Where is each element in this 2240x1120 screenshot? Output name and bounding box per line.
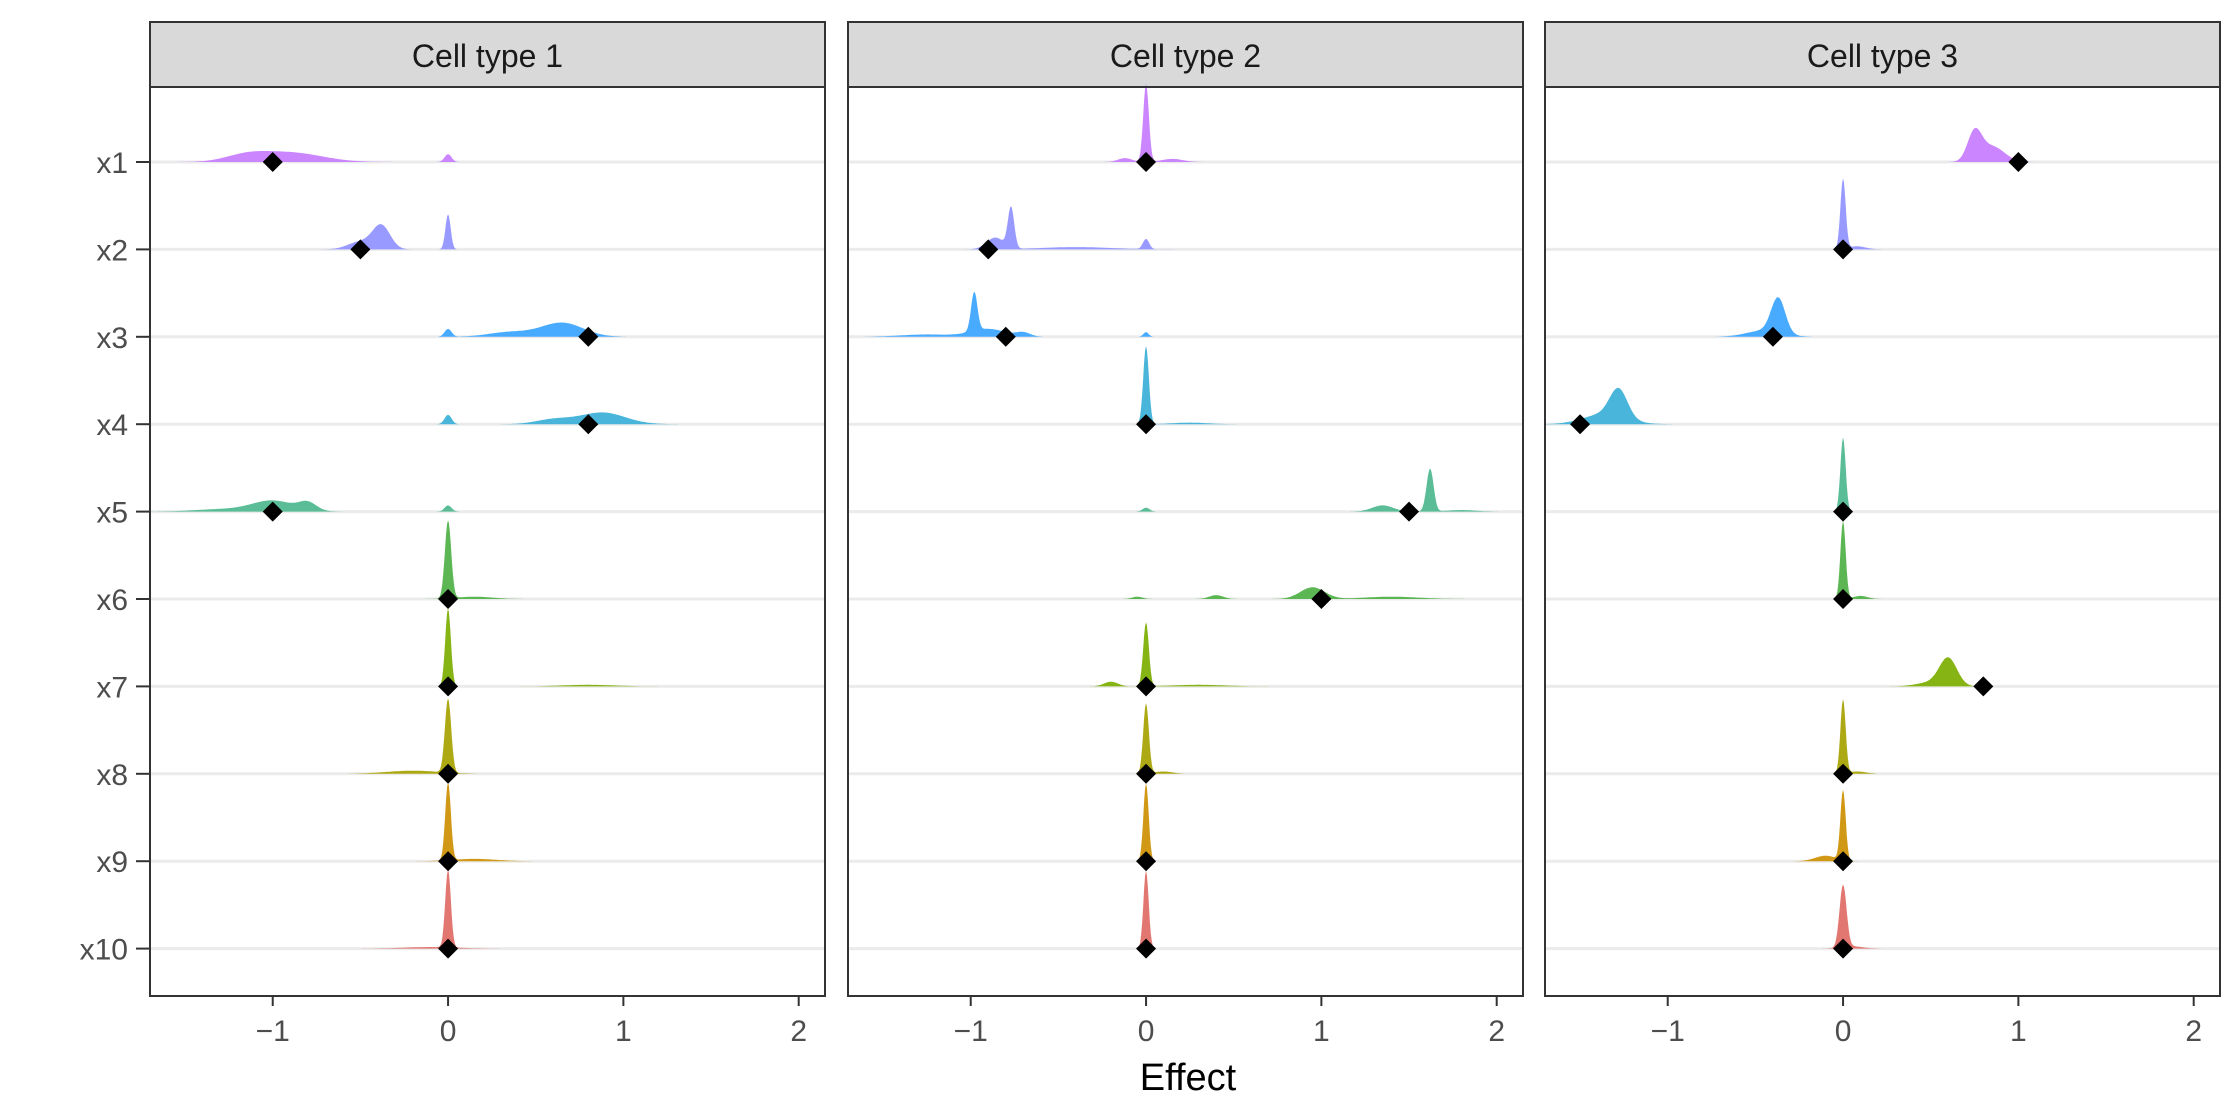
true-value-marker-x1	[2008, 152, 2029, 172]
true-value-marker-x5	[1833, 501, 1854, 522]
true-value-marker-x5	[262, 501, 283, 522]
density-ridge-x7	[1545, 657, 2220, 687]
density-ridge-x4	[150, 412, 825, 425]
facet-panel-2: Cell type 2 −1 0 1 2	[847, 21, 1524, 1048]
true-value-marker-x10	[438, 938, 459, 959]
density-ridge-x5	[1545, 437, 2220, 512]
y-tick-label-x2: x2	[96, 234, 128, 267]
true-value-marker-x4	[1136, 414, 1157, 435]
density-ridge-x3	[1545, 297, 2220, 337]
density-ridge-x4	[848, 346, 1523, 425]
panel-border	[149, 86, 826, 997]
density-ridge-x8	[150, 698, 825, 774]
x-tick-label: 0	[440, 1015, 457, 1048]
density-ridge-x9	[150, 782, 825, 862]
facet-strip	[149, 21, 826, 88]
true-value-marker-x7	[1973, 676, 1994, 697]
density-ridge-x7	[848, 622, 1523, 687]
x-tick-label: 2	[790, 1015, 807, 1048]
true-value-marker-x2	[350, 239, 371, 260]
y-tick-label-x10: x10	[80, 934, 128, 967]
x-tick-label: 1	[615, 1015, 632, 1048]
facet-strip-label: Cell type 2	[1110, 38, 1261, 74]
panel-border	[1544, 86, 2221, 997]
true-value-marker-x9	[438, 851, 459, 872]
facet-panel-1: Cell type 1 −1 0 1 2	[149, 21, 826, 1048]
true-value-marker-x7	[1136, 676, 1157, 697]
density-ridge-x9	[848, 783, 1523, 862]
true-value-marker-x3	[578, 326, 599, 347]
x-tick-label: 0	[1835, 1015, 1852, 1048]
y-tick-label-x8: x8	[96, 759, 128, 792]
true-value-marker-x10	[1136, 938, 1157, 959]
y-tick-label-x7: x7	[96, 671, 128, 704]
density-ridge-x6	[150, 520, 825, 599]
panel-border	[847, 86, 1524, 997]
true-value-marker-x4	[578, 414, 599, 435]
x-tick-label: −1	[954, 1015, 988, 1048]
x-tick-label: 2	[2185, 1015, 2202, 1048]
y-tick-label-x3: x3	[96, 322, 128, 355]
true-value-marker-x8	[1833, 763, 1854, 784]
true-value-marker-x1	[262, 152, 283, 172]
y-axis: x1 x2 x3 x4 x5 x6 x7 x8 x9 x10	[80, 147, 150, 967]
density-ridge-x3	[150, 322, 825, 337]
x-axis-title: Effect	[1140, 1057, 1237, 1099]
facet-strip	[847, 21, 1524, 88]
true-value-marker-x1	[1136, 152, 1157, 172]
facet-strip-label: Cell type 3	[1807, 38, 1958, 74]
density-ridge-x4	[1545, 387, 2220, 425]
facet-strip-label: Cell type 1	[412, 38, 563, 74]
density-ridge-x9	[1545, 789, 2220, 862]
true-value-marker-x9	[1833, 851, 1854, 872]
x-tick-label: 2	[1488, 1015, 1505, 1048]
true-value-marker-x10	[1833, 938, 1854, 959]
true-value-marker-x2	[978, 239, 999, 260]
true-value-marker-x8	[1136, 763, 1157, 784]
true-value-marker-x3	[1762, 326, 1783, 347]
density-ridge-x1	[150, 151, 825, 162]
density-ridge-x7	[150, 608, 825, 687]
true-value-marker-x2	[1833, 239, 1854, 260]
true-value-marker-x5	[1399, 501, 1420, 522]
y-tick-label-x9: x9	[96, 846, 128, 879]
true-value-marker-x8	[438, 763, 459, 784]
density-ridge-x3	[848, 291, 1523, 337]
density-ridge-x6	[1545, 520, 2220, 599]
x-tick-label: −1	[256, 1015, 290, 1048]
true-value-marker-x6	[1311, 589, 1332, 609]
x-tick-label: 1	[1313, 1015, 1330, 1048]
x-tick-label: 1	[2010, 1015, 2027, 1048]
density-ridge-x1	[848, 83, 1523, 162]
density-ridge-x2	[150, 214, 825, 250]
facet-strip	[1544, 21, 2221, 88]
true-value-marker-x3	[995, 326, 1016, 347]
density-ridge-x8	[1545, 699, 2220, 774]
density-ridge-x2	[1545, 178, 2220, 250]
density-ridge-x5	[848, 468, 1523, 512]
density-ridge-x10	[1545, 884, 2220, 949]
y-tick-label-x5: x5	[96, 497, 128, 530]
density-ridge-x2	[848, 206, 1523, 250]
y-tick-label-x6: x6	[96, 584, 128, 617]
x-tick-label: 0	[1138, 1015, 1155, 1048]
density-ridge-x10	[150, 869, 825, 949]
true-value-marker-x7	[438, 676, 459, 697]
density-ridge-x6	[848, 587, 1523, 599]
y-tick-label-x4: x4	[96, 409, 128, 442]
density-ridge-x10	[848, 870, 1523, 949]
density-ridge-x8	[848, 703, 1523, 774]
true-value-marker-x6	[438, 589, 459, 609]
density-ridge-x5	[150, 500, 825, 512]
true-value-marker-x4	[1570, 414, 1591, 435]
y-tick-label-x1: x1	[96, 147, 128, 180]
true-value-marker-x6	[1833, 589, 1854, 609]
facet-panel-3: Cell type 3 −1 0 1 2	[1544, 21, 2221, 1048]
density-ridge-x1	[1545, 127, 2220, 162]
true-value-marker-x9	[1136, 851, 1157, 872]
x-tick-label: −1	[1651, 1015, 1685, 1048]
